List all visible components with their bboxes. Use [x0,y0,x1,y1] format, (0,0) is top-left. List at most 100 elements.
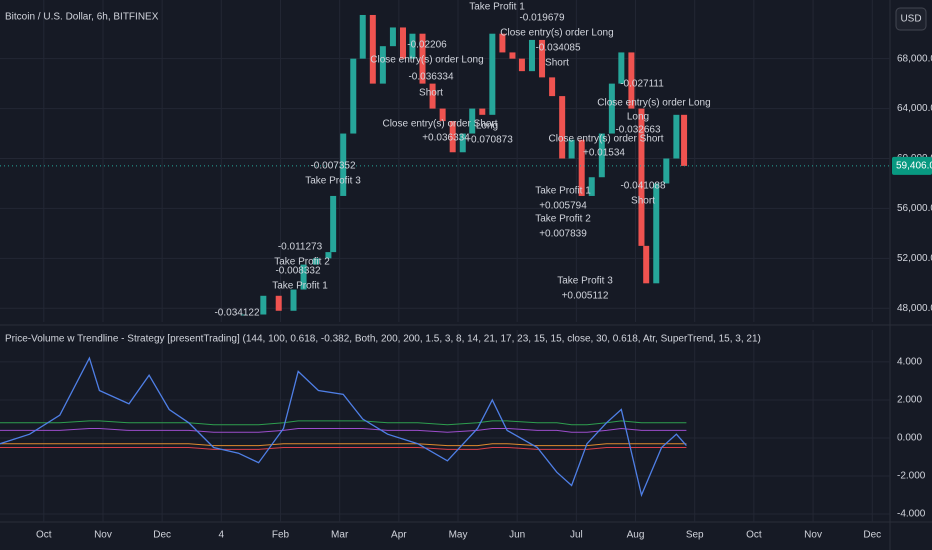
x-tick-label: Jul [570,530,583,541]
candle [653,183,660,284]
trade-annotation: Close entry(s) order Long [370,55,483,66]
x-tick-label: Jun [509,530,525,541]
candle [509,52,516,59]
trade-annotation: Long [476,121,498,132]
candle [369,14,376,84]
y-tick-label: -2.000 [897,471,926,482]
candle [389,27,396,47]
y-tick-label: 52,000.0 [897,253,932,264]
y-tick-label: 4.000 [897,357,922,368]
trade-annotation: -0.011273 [278,242,323,253]
candle [489,33,496,115]
trade-annotation: Short [631,196,655,207]
trade-annotation: -0.02206 [407,40,447,51]
candle [429,83,436,109]
candle [518,58,525,72]
candle [568,139,575,159]
indicator-line [0,420,687,426]
candle [325,252,332,259]
trade-annotation: +0.007839 [539,229,587,240]
x-tick-label: Feb [272,530,290,541]
candle [469,108,476,134]
trade-annotation: Short [545,58,569,69]
candle [340,133,347,196]
candle [449,121,456,153]
y-tick-label: 0.000 [897,433,922,444]
x-tick-label: Oct [36,530,52,541]
candle [628,52,635,109]
candle [559,96,566,159]
candle [290,289,297,311]
candle [673,114,680,159]
x-tick-label: 4 [219,530,225,541]
trade-annotation: +0.005112 [562,291,609,302]
candle [608,83,615,134]
trade-annotation: Take Profit 3 [557,276,613,287]
trade-annotation: -0.041088 [620,181,665,192]
x-tick-label: Dec [863,530,881,541]
candle [549,77,556,97]
indicator-line [0,356,687,498]
trade-annotation: Take Profit 2 [274,257,330,268]
candle [528,39,535,72]
y-tick-label: 68,000.0 [897,53,932,64]
chart-title: Bitcoin / U.S. Dollar, 6h, BITFINEX [5,12,159,23]
indicator-title: Price-Volume w Trendline - Strategy [pre… [5,334,761,345]
candle [588,177,595,196]
trade-annotation: +0.036334 [422,133,470,144]
trade-annotation: Long [627,112,649,123]
candle [618,52,625,84]
candle [638,108,645,246]
candle [539,39,546,78]
trade-annotation: +0.01534 [583,148,625,159]
candle [300,264,307,290]
candle [663,158,670,184]
candle [399,27,406,59]
candle [419,33,426,84]
trade-annotation: +0.005794 [539,201,587,212]
candle [459,133,466,153]
candle [260,295,267,315]
x-tick-label: May [449,530,468,541]
trade-annotation: Take Profit 1 [469,2,525,13]
y-tick-label: 56,000.0 [897,203,932,214]
currency-button[interactable] [895,7,927,31]
trade-annotation: Close entry(s) order Short [382,119,497,130]
trade-annotation: -0.007352 [310,161,355,172]
candle [479,108,486,115]
x-tick-label: Aug [627,530,645,541]
trade-annotation: -0.034122 [214,308,259,319]
candle [439,108,446,122]
candle [681,114,688,166]
candle [275,295,282,311]
candle [379,46,386,84]
candle [330,195,337,253]
trade-annotation: -0.036334 [408,72,453,83]
y-tick-label: 48,000.0 [897,303,932,314]
candle [359,14,366,59]
trade-annotation: -0.019679 [519,13,564,24]
indicator-line [0,427,687,433]
currency-label: USD [900,14,921,25]
candle [409,33,416,59]
trade-annotation: +0.070873 [465,135,513,146]
x-tick-label: Dec [153,530,171,541]
x-tick-label: Nov [804,530,822,541]
x-tick-label: Oct [746,530,762,541]
trade-annotation: Take Profit 1 [535,186,591,197]
y-tick-label: 64,000.0 [897,103,932,114]
last-price-label: 59,406.0 [896,161,932,172]
x-tick-label: Sep [686,530,704,541]
indicator-line [0,443,687,447]
x-tick-label: Mar [331,530,349,541]
trade-annotation: Take Profit 2 [535,214,591,225]
x-tick-label: Nov [94,530,112,541]
trade-annotation: Close entry(s) order Long [597,98,710,109]
y-tick-label: -4.000 [897,509,926,520]
trade-annotation: Close entry(s) order Long [500,28,613,39]
trade-annotation: -0.027111 [620,79,664,90]
trade-annotation: Take Profit 3 [305,176,361,187]
